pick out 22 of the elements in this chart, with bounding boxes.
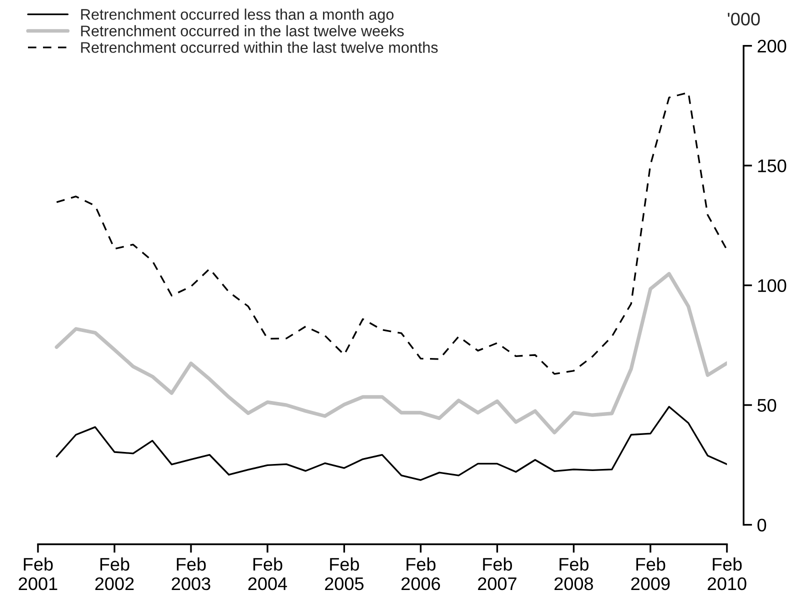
y-tick-label: 200 bbox=[758, 40, 786, 53]
x-tick-label: Feb 2010 bbox=[708, 557, 746, 590]
legend-label: Retrenchment occurred in the last twelve weeks bbox=[81, 25, 404, 36]
x-tick-label: Feb 2008 bbox=[554, 557, 594, 590]
line-series bbox=[56, 92, 727, 375]
y-tick-label: 100 bbox=[758, 279, 786, 292]
x-tick-label: Feb 2002 bbox=[95, 557, 134, 590]
legend-label: Retrenchment occurred less than a month ago bbox=[81, 8, 394, 23]
line-series bbox=[54, 272, 727, 434]
y-tick-label: 0 bbox=[757, 518, 766, 532]
y-tick-label: 50 bbox=[758, 398, 776, 412]
y-axis-title: '000 bbox=[728, 12, 760, 26]
x-tick-label: Feb 2004 bbox=[248, 557, 288, 590]
x-tick-label: Feb 2001 bbox=[18, 557, 58, 590]
y-tick-label: 150 bbox=[758, 159, 786, 172]
line-series bbox=[56, 406, 727, 481]
x-tick-label: Feb 2003 bbox=[172, 557, 210, 590]
x-tick-label: Feb 2005 bbox=[325, 557, 364, 590]
x-tick-label: Feb 2006 bbox=[402, 557, 440, 590]
x-tick-label: Feb 2007 bbox=[478, 557, 516, 590]
x-tick-label: Feb 2009 bbox=[631, 557, 670, 590]
legend-label: Retrenchment occurred within the last twelve months bbox=[81, 42, 438, 53]
